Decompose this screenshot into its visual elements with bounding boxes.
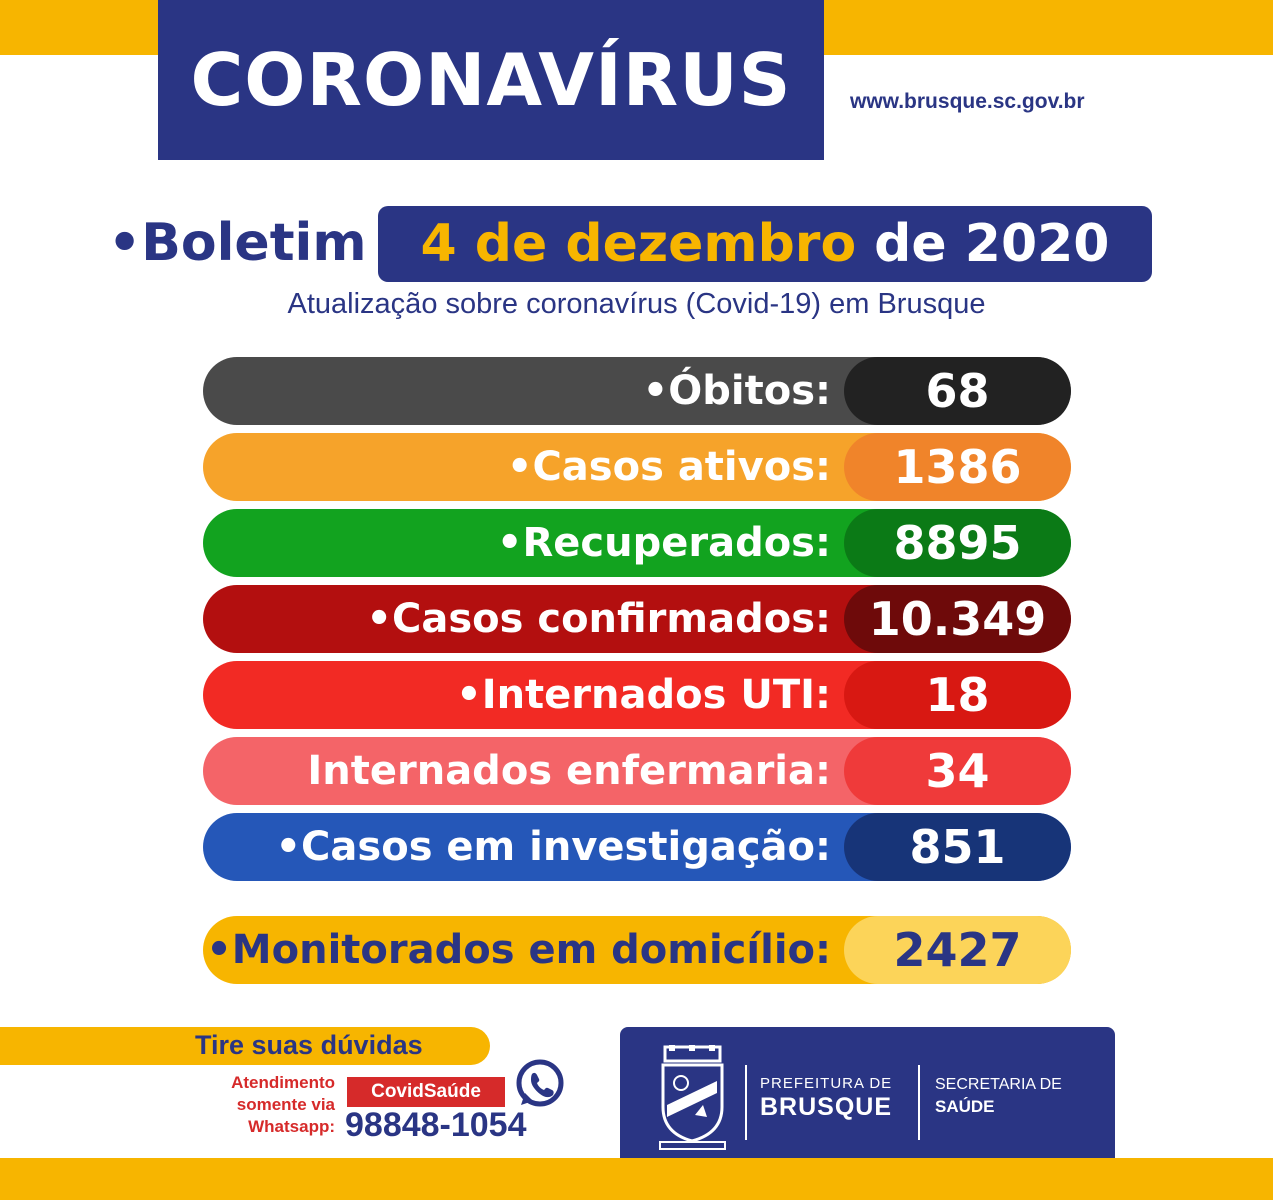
stat-value: 8895 [844, 509, 1071, 577]
stat-label: •Monitorados em domicílio: [206, 927, 831, 973]
stat-label: •Internados UTI: [456, 672, 831, 718]
stat-bar-internados-uti: •Internados UTI: 18 [203, 661, 1071, 729]
stat-bar-obitos: •Óbitos: 68 [203, 357, 1071, 425]
attend-note: Atendimento somente via Whatsapp: [190, 1072, 335, 1138]
bulletin-date-box: 4 de dezembro de 2020 [378, 206, 1152, 282]
attend-line-2: somente via [236, 1095, 335, 1114]
stat-bar-casos-investigacao: •Casos em investigação: 851 [203, 813, 1071, 881]
crest-icon [659, 1045, 726, 1150]
logo-divider [745, 1065, 747, 1140]
stat-bar-internados-enfermaria: Internados enfermaria: 34 [203, 737, 1071, 805]
bulletin-year: de 2020 [874, 214, 1110, 274]
stat-value: 68 [844, 357, 1071, 425]
stat-value: 10.349 [844, 585, 1071, 653]
phone-number[interactable]: 98848-1054 [345, 1106, 527, 1144]
attend-line-3: Whatsapp: [248, 1117, 335, 1136]
stat-bar-monitorados: •Monitorados em domicílio: 2427 [203, 916, 1071, 984]
website-link[interactable]: www.brusque.sc.gov.br [850, 90, 1085, 113]
help-title: Tire suas dúvidas [195, 1030, 423, 1060]
bulletin-label: •Boletim [108, 213, 367, 273]
stat-bar-casos-ativos: •Casos ativos: 1386 [203, 433, 1071, 501]
brusque-label: BRUSQUE [760, 1093, 893, 1121]
logo-divider [918, 1065, 920, 1140]
whatsapp-icon[interactable] [513, 1057, 567, 1111]
stat-label: •Óbitos: [642, 368, 831, 414]
stat-bar-recuperados: •Recuperados: 8895 [203, 509, 1071, 577]
secretaria-label: SECRETARIA DE [935, 1076, 1062, 1093]
stat-label: •Recuperados: [496, 520, 831, 566]
prefeitura-label: PREFEITURA DE [760, 1075, 893, 1092]
attend-line-1: Atendimento [231, 1073, 335, 1092]
stat-value: 2427 [844, 916, 1071, 984]
stat-label: •Casos em investigação: [275, 824, 831, 870]
bulletin-date: 4 de dezembro [420, 214, 857, 274]
subtitle: Atualização sobre coronavírus (Covid-19)… [287, 288, 986, 320]
stat-value: 18 [844, 661, 1071, 729]
stat-label: Internados enfermaria: [307, 748, 831, 794]
stat-label: •Casos confirmados: [366, 596, 831, 642]
stat-value: 34 [844, 737, 1071, 805]
bottom-yellow-band [0, 1158, 1273, 1200]
stat-value: 1386 [844, 433, 1071, 501]
page-title: CORONAVÍRUS [190, 38, 792, 122]
saude-label: SAÚDE [935, 1097, 995, 1116]
stat-value: 851 [844, 813, 1071, 881]
help-banner [0, 1027, 490, 1065]
stat-bar-casos-confirmados: •Casos confirmados: 10.349 [203, 585, 1071, 653]
title-box: CORONAVÍRUS [158, 0, 824, 160]
stat-label: •Casos ativos: [506, 444, 831, 490]
covid-saude-badge: CovidSaúde [347, 1077, 505, 1107]
